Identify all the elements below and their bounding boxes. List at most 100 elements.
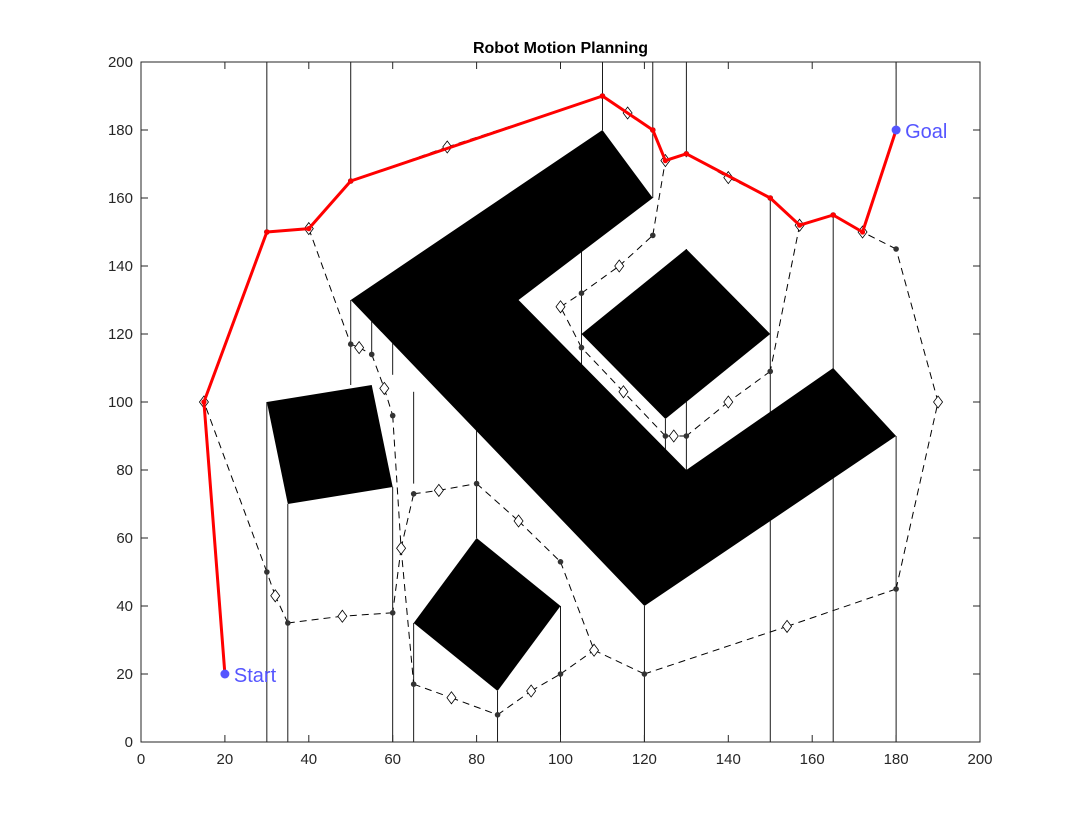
roadmap-node-20: [473, 480, 480, 487]
roadmap-node-8: [368, 351, 375, 358]
roadmap-node-13: [410, 681, 417, 687]
roadmap-edge-53: [560, 292, 582, 308]
start-label: Start: [234, 665, 277, 687]
path-vertex-0-11: [830, 212, 836, 218]
roadmap-node-25: [578, 344, 585, 351]
path-vertex-0-4: [348, 178, 354, 184]
roadmap-edge-18: [371, 354, 385, 389]
roadmap-edge-35: [786, 588, 897, 627]
roadmap-edge-51: [581, 347, 624, 393]
x-tick-label-6: 120: [632, 751, 657, 768]
path-vertex-0-6: [650, 127, 656, 133]
roadmap-node-23: [683, 433, 690, 439]
roadmap-midpoint-11: [337, 609, 348, 623]
roadmap-edge-54: [581, 265, 620, 294]
roadmap-node-18: [893, 246, 899, 252]
path-vertex-0-3: [306, 226, 312, 232]
roadmap-node-10: [389, 610, 396, 616]
roadmap-midpoint-15: [589, 643, 600, 657]
roadmap-edge-34: [644, 625, 788, 675]
y-tick-label-2: 40: [116, 598, 133, 615]
obstacle-square-bottom: [413, 538, 561, 691]
x-tick-label-4: 80: [468, 751, 485, 768]
obstacle-square-right: [581, 249, 771, 419]
roadmap-edge-56: [652, 160, 666, 236]
y-tick-label-8: 160: [108, 190, 133, 207]
obstacle-square-left: [266, 385, 393, 504]
goal-label: Goal: [905, 121, 947, 143]
y-tick-label-0: 0: [125, 734, 133, 751]
chart-title: Robot Motion Planning: [473, 40, 648, 57]
roadmap-node-17: [893, 586, 899, 592]
x-tick-label-0: 0: [137, 751, 145, 768]
roadmap-midpoint-24: [614, 259, 625, 273]
roadmap-edge-31: [530, 673, 561, 692]
roadmap-edge-24: [274, 595, 289, 624]
roadmap-edge-27: [400, 548, 415, 685]
roadmap-midpoint-17: [933, 395, 944, 409]
start-marker: [220, 669, 230, 679]
roadmap-edge-52: [560, 306, 582, 348]
roadmap-midpoint-13: [446, 691, 457, 705]
x-tick-label-10: 200: [967, 751, 992, 768]
x-tick-label-7: 140: [716, 751, 741, 768]
y-tick-label-4: 80: [116, 462, 133, 479]
x-tick-label-3: 60: [384, 751, 401, 768]
roadmap-edge-41: [438, 483, 477, 491]
roadmap-node-26: [578, 290, 585, 297]
roadmap-node-27: [649, 232, 656, 239]
obstacle-L-shape: [350, 130, 897, 606]
roadmap-edge-21: [392, 548, 402, 613]
y-tick-label-1: 20: [116, 666, 133, 683]
y-tick-label-5: 100: [108, 394, 133, 411]
roadmap-node-15: [557, 671, 564, 677]
roadmap-node-22: [767, 368, 774, 375]
roadmap-edge-45: [769, 225, 801, 372]
roadmap-edge-23: [287, 615, 343, 624]
roadmap-edge-33: [593, 649, 645, 675]
path-vertex-0-2: [264, 229, 270, 235]
roadmap-midpoint-19: [513, 514, 524, 528]
roadmap-node-12: [264, 569, 270, 575]
x-tick-label-2: 40: [300, 751, 317, 768]
roadmap-edge-38: [862, 231, 897, 250]
roadmap-node-21: [557, 559, 564, 565]
y-tick-label-9: 180: [108, 122, 133, 139]
roadmap-edge-47: [686, 401, 729, 437]
roadmap-midpoint-8: [354, 340, 365, 355]
roadmap-midpoint-10: [396, 541, 407, 555]
roadmap-node-11: [285, 620, 291, 626]
roadmap-edge-37: [895, 248, 939, 403]
y-tick-label-3: 60: [116, 530, 133, 547]
y-tick-label-6: 120: [108, 326, 133, 343]
roadmap-midpoint-9: [379, 381, 390, 396]
axes: 0 20 40 60 80 100 120 140 160 180 200 0 20 40 60 80 100 1…: [108, 54, 993, 768]
path-vertex-0-9: [767, 195, 773, 201]
path-vertex-0-5: [599, 93, 606, 99]
roadmap-midpoint-22: [618, 385, 629, 399]
roadmap-edge-36: [895, 401, 939, 590]
goal-marker: [891, 125, 901, 135]
roadmap-midpoint-16: [782, 619, 793, 634]
roadmap-midpoint-18: [433, 483, 444, 498]
x-tick-label-8: 160: [800, 751, 825, 768]
roadmap-edge-42: [476, 483, 519, 522]
x-tick-label-5: 100: [548, 751, 573, 768]
roadmap-node-16: [641, 671, 648, 677]
roadmap-midpoint-14: [526, 684, 537, 698]
roadmap-edge-28: [413, 683, 452, 699]
path-vertex-0-8: [683, 151, 689, 157]
roadmap-edge-26: [203, 401, 268, 573]
roadmap-node-7: [347, 341, 354, 348]
roadmap-edge-43: [518, 520, 561, 563]
roadmap-edge-20: [392, 415, 402, 549]
path-vertex-0-10: [797, 222, 803, 228]
roadmap-edge-39: [400, 493, 415, 549]
roadmap-node-24: [662, 433, 669, 439]
roadmap-node-14: [494, 712, 501, 718]
y-tick-label-10: 200: [108, 54, 133, 71]
roadmap-midpoint-21: [668, 429, 679, 443]
roadmap-edge-15: [308, 228, 352, 345]
path-vertex-0-12: [859, 229, 866, 235]
planned-path: [201, 93, 898, 675]
